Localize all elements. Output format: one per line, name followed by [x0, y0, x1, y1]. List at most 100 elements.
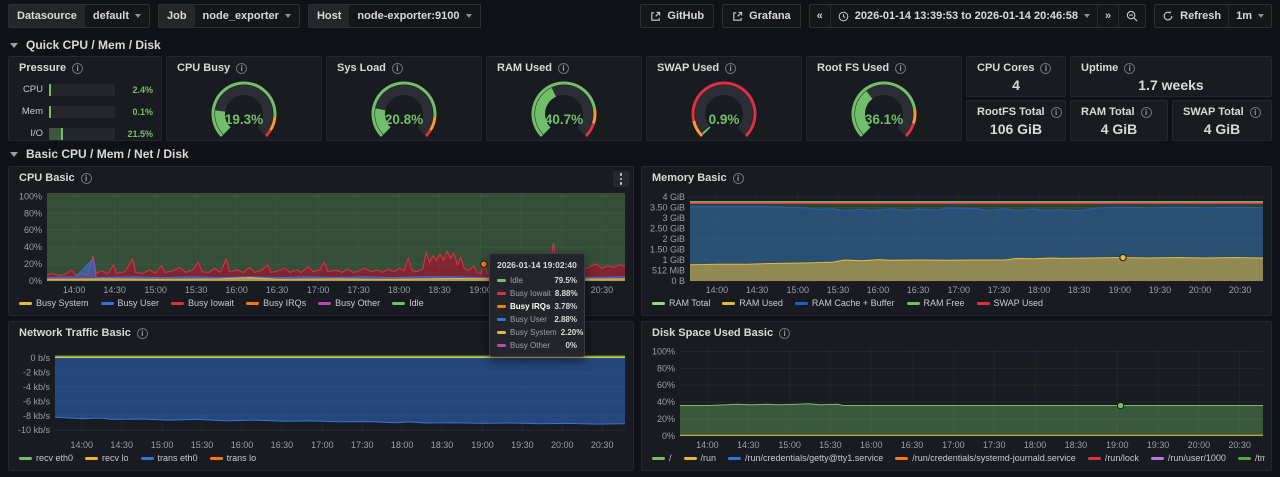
rootfs-used-gauge[interactable]: 36.1%: [807, 77, 961, 140]
variable-host-dropdown[interactable]: node-exporter:9100: [349, 5, 479, 27]
variable-datasource[interactable]: Datasource default: [8, 4, 150, 28]
legend-item-busy-system[interactable]: Busy System: [19, 298, 89, 308]
pressure-row-label: I/O: [17, 128, 43, 139]
time-range-picker[interactable]: 2026-01-14 13:39:53 to 2026-01-14 20:46:…: [831, 5, 1098, 27]
y-axis-tick: 0%: [29, 276, 42, 286]
info-icon[interactable]: i: [1124, 63, 1135, 74]
legend-item-trans-eth0[interactable]: trans eth0: [141, 453, 198, 463]
zoom-out-button[interactable]: [1119, 5, 1145, 27]
info-icon[interactable]: i: [1051, 107, 1062, 118]
variable-host[interactable]: Host node-exporter:9100: [308, 4, 481, 28]
info-icon[interactable]: i: [779, 328, 790, 339]
disk-space-chart[interactable]: 14:0014:3015:0015:3016:0016:3017:0017:30…: [644, 344, 1269, 452]
legend-item-busy-other[interactable]: Busy Other: [318, 298, 380, 308]
panel-title-swap-total[interactable]: SWAP Totali: [1183, 106, 1261, 118]
panel-title-uptime[interactable]: Uptimei: [1081, 62, 1135, 74]
panel-title-swap-used[interactable]: SWAP Usedi: [657, 62, 736, 74]
section-title: Basic CPU / Mem / Net / Disk: [26, 147, 189, 161]
legend-item-swap-used[interactable]: SWAP Used: [977, 298, 1044, 308]
panel-title-cpu-cores[interactable]: CPU Coresi: [977, 62, 1051, 74]
legend-item--run[interactable]: /run: [684, 453, 717, 463]
panel-title-ram-used[interactable]: RAM Usedi: [497, 62, 569, 74]
legend-item-busy-iowait[interactable]: Busy Iowait: [171, 298, 234, 308]
refresh-interval-dropdown[interactable]: 1m: [1229, 5, 1271, 27]
legend-item-busy-user[interactable]: Busy User: [101, 298, 160, 308]
info-icon[interactable]: i: [725, 63, 736, 74]
y-axis-tick: 80%: [24, 208, 42, 218]
time-shift-back-button[interactable]: «: [810, 5, 831, 27]
legend-item--[interactable]: /: [652, 453, 672, 463]
ram-used-gauge[interactable]: 40.7%: [487, 77, 641, 140]
legend-item--run-credentials-getty-tty1-service[interactable]: /run/credentials/getty@tty1.service: [728, 453, 883, 463]
section-header-quick[interactable]: Quick CPU / Mem / Disk: [10, 38, 161, 52]
info-icon[interactable]: i: [81, 173, 92, 184]
legend-item-ram-free[interactable]: RAM Free: [907, 298, 965, 308]
x-axis-tick: 17:00: [947, 285, 970, 295]
legend-item-recv-lo[interactable]: recv lo: [85, 453, 129, 463]
legend-item-idle[interactable]: Idle: [392, 298, 424, 308]
info-icon[interactable]: i: [895, 63, 906, 74]
x-axis-tick: 19:30: [511, 440, 534, 450]
panel-title-rootfs-total[interactable]: RootFS Totali: [977, 106, 1062, 118]
variable-job-dropdown[interactable]: node_exporter: [195, 5, 299, 27]
panel-title-cpu-busy[interactable]: CPU Busyi: [177, 62, 247, 74]
legend-label: /tmp: [1255, 453, 1265, 463]
pressure-row-cpu: CPU2.4%: [17, 83, 153, 96]
pressure-bar-track[interactable]: [49, 128, 115, 140]
tooltip-series-label: Busy Iowait: [510, 289, 551, 298]
panel-menu-kebab-icon[interactable]: [613, 171, 629, 187]
variable-datasource-dropdown[interactable]: default: [85, 5, 149, 27]
tooltip-series-swatch-icon: [497, 305, 506, 308]
grafana-link-button[interactable]: Grafana: [722, 4, 801, 28]
panel-title-pressure[interactable]: Pressurei: [19, 62, 83, 74]
x-axis-tick: 20:00: [1188, 440, 1211, 450]
info-icon[interactable]: i: [1250, 107, 1261, 118]
tooltip-series-swatch-icon: [497, 331, 506, 334]
legend-item-ram-used[interactable]: RAM Used: [722, 298, 783, 308]
panel-title-memory-basic[interactable]: Memory Basici: [652, 172, 744, 184]
network-traffic-chart[interactable]: 14:0014:3015:0015:3016:0016:3017:0017:30…: [11, 344, 631, 452]
info-icon[interactable]: i: [236, 63, 247, 74]
cpu-busy-gauge[interactable]: 19.3%: [167, 77, 321, 140]
legend-item--run-user-1000[interactable]: /run/user/1000: [1151, 453, 1226, 463]
info-icon[interactable]: i: [137, 328, 148, 339]
pressure-bar-track[interactable]: [49, 106, 115, 118]
memory-basic-chart[interactable]: 14:0014:3015:0015:3016:0016:3017:0017:30…: [644, 189, 1269, 297]
time-shift-forward-button[interactable]: »: [1098, 5, 1119, 27]
info-icon[interactable]: i: [733, 173, 744, 184]
legend-item--tmp[interactable]: /tmp: [1238, 453, 1265, 463]
swap-used-gauge[interactable]: 0.9%: [647, 77, 801, 140]
x-axis-tick: 18:30: [431, 440, 454, 450]
panel-title-network-traffic[interactable]: Network Traffic Basici: [19, 327, 148, 339]
variable-job[interactable]: Job node_exporter: [158, 4, 300, 28]
legend-item-ram-cache-buffer[interactable]: RAM Cache + Buffer: [795, 298, 895, 308]
panel-title-sys-load[interactable]: Sys Loadi: [337, 62, 403, 74]
legend-item-trans-lo[interactable]: trans lo: [210, 453, 257, 463]
info-icon[interactable]: i: [558, 63, 569, 74]
tooltip-series-swatch-icon: [497, 344, 506, 347]
pressure-bar-track[interactable]: [49, 84, 115, 96]
panel-cpu-busy: CPU Busyi 19.3%: [166, 56, 322, 141]
sys-load-gauge[interactable]: 20.8%: [327, 77, 481, 140]
github-link-button[interactable]: GitHub: [640, 4, 714, 28]
legend-item-ram-total[interactable]: RAM Total: [652, 298, 710, 308]
tooltip-series-label: Busy User: [510, 315, 550, 324]
legend-swatch-icon: [795, 302, 808, 305]
refresh-button[interactable]: Refresh: [1155, 5, 1229, 27]
legend-item-recv-eth0[interactable]: recv eth0: [19, 453, 73, 463]
legend-swatch-icon: [684, 457, 697, 460]
info-icon[interactable]: i: [392, 63, 403, 74]
panel-title-disk-space[interactable]: Disk Space Used Basici: [652, 327, 790, 339]
info-icon[interactable]: i: [72, 63, 83, 74]
panel-title-ram-total[interactable]: RAM Totali: [1081, 106, 1152, 118]
x-axis-tick: 18:00: [388, 285, 411, 295]
section-header-basic[interactable]: Basic CPU / Mem / Net / Disk: [10, 147, 189, 161]
panel-title-cpu-basic[interactable]: CPU Basici: [19, 172, 92, 184]
info-icon[interactable]: i: [1040, 63, 1051, 74]
legend-item--run-credentials-systemd-journald-service[interactable]: /run/credentials/systemd-journald.servic…: [895, 453, 1076, 463]
legend-item-busy-irqs[interactable]: Busy IRQs: [246, 298, 306, 308]
info-icon[interactable]: i: [1141, 107, 1152, 118]
legend-item--run-lock[interactable]: /run/lock: [1088, 453, 1139, 463]
pressure-row-mem: Mem0.1%: [17, 105, 153, 118]
panel-title-rootfs-used[interactable]: Root FS Usedi: [817, 62, 906, 74]
